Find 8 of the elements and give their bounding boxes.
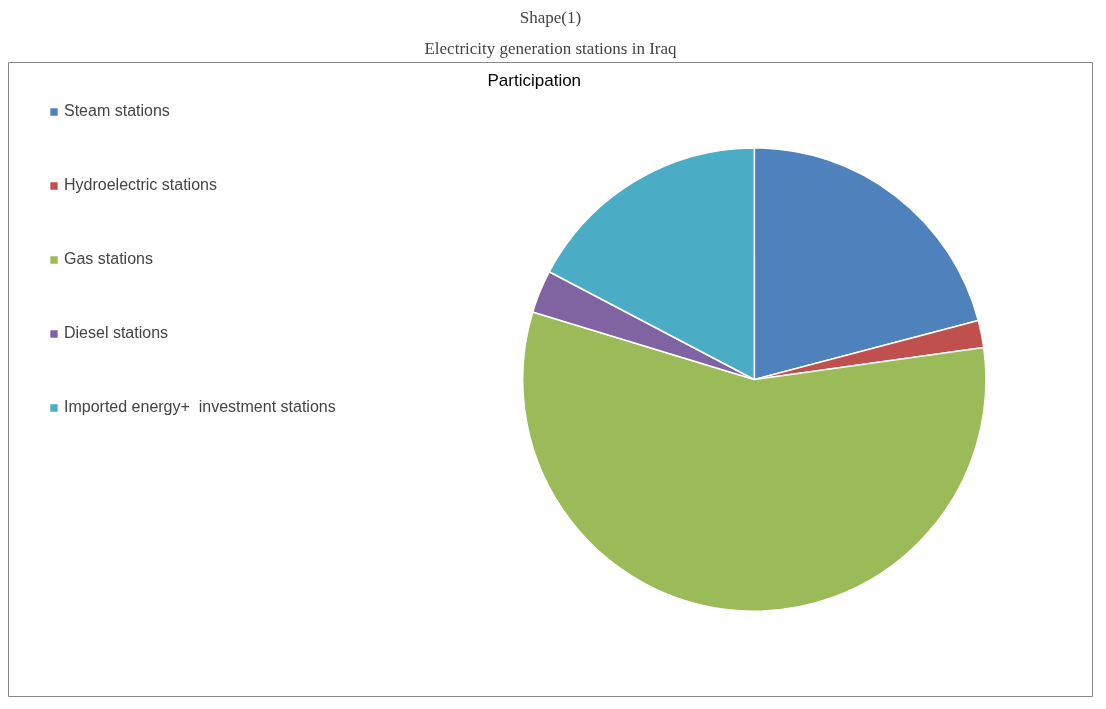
legend-label: Diesel stations xyxy=(64,324,169,342)
legend-label: Gas stations xyxy=(64,250,153,268)
legend-label: Hydroelectric stations xyxy=(64,176,217,194)
legend-label: Imported energy+ investment stations xyxy=(64,398,336,416)
text: Shape(1) xyxy=(519,7,582,27)
text: Electricity generation stations in Iraq xyxy=(424,38,678,58)
legend-label: Steam stations xyxy=(64,102,170,120)
chart-title: Participation xyxy=(487,71,582,91)
